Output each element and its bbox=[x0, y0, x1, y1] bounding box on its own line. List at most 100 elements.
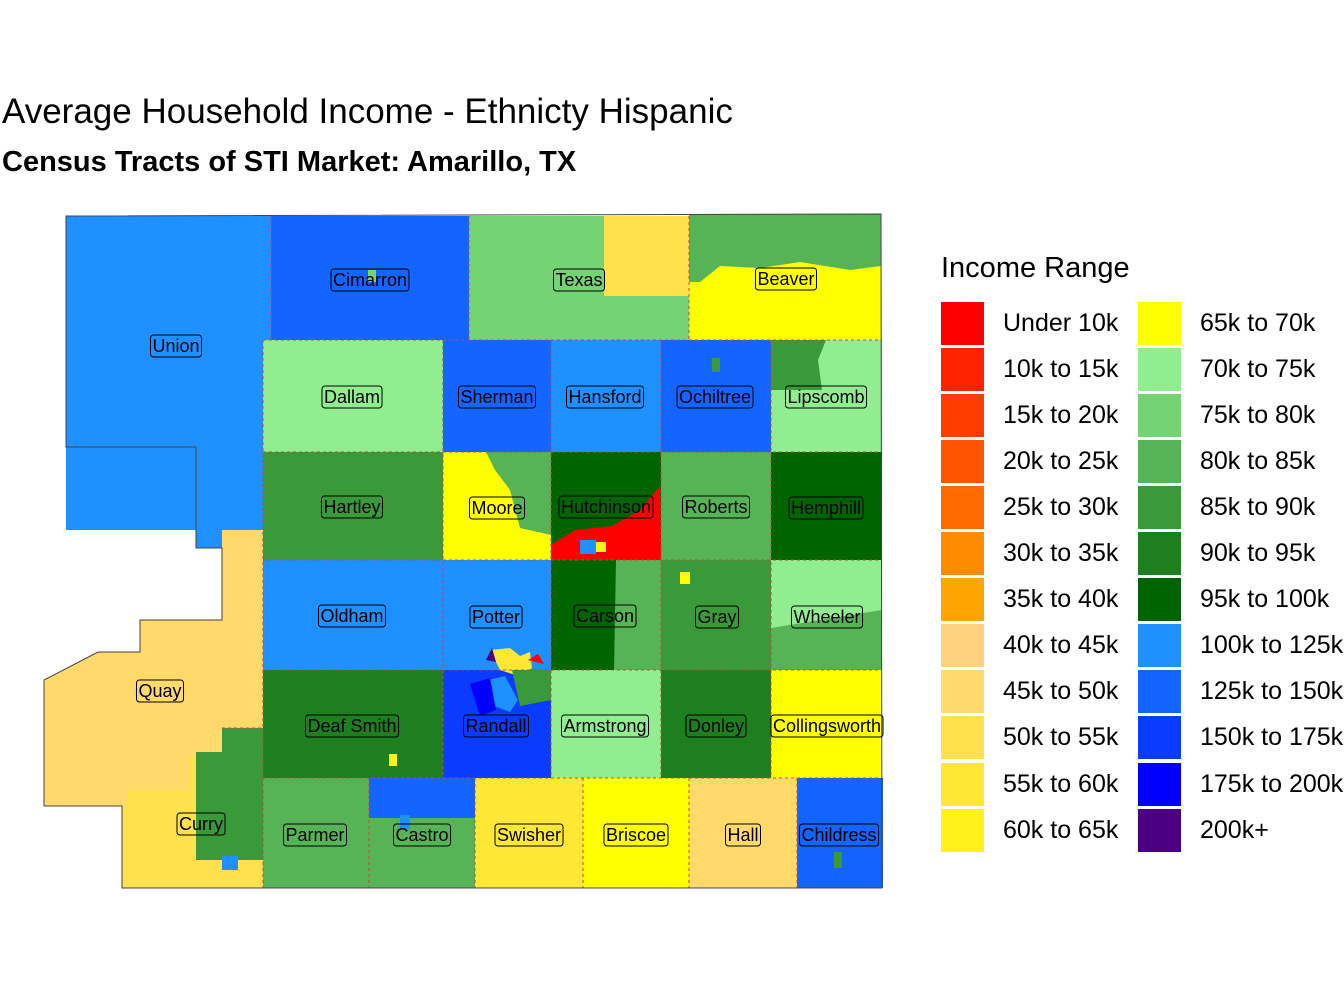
legend-item: 20k to 25k bbox=[941, 439, 1118, 483]
county-label-box bbox=[135, 679, 185, 703]
county-label-text: Lipscomb bbox=[787, 387, 864, 407]
legend-item: 50k to 55k bbox=[941, 716, 1118, 760]
county-parmer[interactable] bbox=[263, 778, 369, 888]
county-label-beaver: Beaver bbox=[754, 267, 818, 291]
county-label-box bbox=[685, 714, 747, 738]
legend-label: 80k to 85k bbox=[1200, 446, 1316, 475]
county-label-ochiltree: Ochiltree bbox=[676, 385, 754, 409]
county-hansford[interactable] bbox=[551, 340, 661, 452]
county-sherman[interactable] bbox=[443, 340, 551, 452]
county-label-hall: Hall bbox=[724, 823, 762, 847]
county-label-hansford: Hansford bbox=[565, 385, 645, 409]
legend-swatch bbox=[1138, 439, 1181, 483]
county-label-text: Ochiltree bbox=[679, 387, 751, 407]
legend-label: Under 10k bbox=[1003, 308, 1119, 337]
amarillo-west-tract bbox=[486, 648, 496, 662]
county-label-box bbox=[770, 714, 884, 738]
county-union-west-extension bbox=[66, 447, 196, 530]
county-label-quay: Quay bbox=[135, 679, 185, 703]
curry-tract bbox=[222, 856, 238, 870]
legend-item: 35k to 40k bbox=[941, 578, 1118, 622]
gray-tract bbox=[680, 572, 690, 584]
county-label-roberts: Roberts bbox=[681, 495, 751, 519]
county-label-box bbox=[317, 604, 387, 628]
legend-item: 60k to 65k bbox=[941, 808, 1118, 852]
county-label-curry: Curry bbox=[176, 812, 226, 836]
hutchinson-city-tract bbox=[580, 540, 596, 554]
county-donley[interactable] bbox=[661, 670, 771, 778]
cimarron-tract bbox=[368, 270, 376, 282]
legend-label: 25k to 30k bbox=[1003, 492, 1119, 521]
county-label-collingsworth: Collingsworth bbox=[770, 714, 884, 738]
county-label-box bbox=[784, 385, 868, 409]
legend-label: 75k to 80k bbox=[1200, 400, 1316, 429]
county-dallam[interactable] bbox=[263, 340, 443, 452]
legend-item: Under 10k bbox=[941, 301, 1118, 345]
county-collingsworth[interactable] bbox=[771, 670, 882, 778]
legend-swatch bbox=[941, 347, 984, 391]
county-union[interactable] bbox=[66, 216, 271, 548]
ochiltree-tract bbox=[712, 358, 720, 372]
legend-swatch bbox=[941, 301, 984, 345]
county-label-text: Quay bbox=[138, 681, 181, 701]
legend-item: 25k to 30k bbox=[941, 485, 1118, 529]
county-oldham[interactable] bbox=[263, 560, 443, 670]
county-hartley[interactable] bbox=[263, 452, 443, 560]
county-label-text: Collingsworth bbox=[773, 716, 881, 736]
legend-swatch bbox=[1138, 670, 1181, 714]
county-label-castro: Castro bbox=[392, 823, 452, 847]
legend-item: 40k to 45k bbox=[941, 624, 1118, 668]
county-label-text: Swisher bbox=[497, 825, 561, 845]
legend-label: 70k to 75k bbox=[1200, 354, 1316, 383]
deaf-smith-tract bbox=[389, 754, 397, 766]
texas-north-tract bbox=[604, 216, 689, 296]
legend-item: 200k+ bbox=[1138, 808, 1269, 852]
moore-east-tracts bbox=[486, 452, 551, 535]
county-label-text: Texas bbox=[555, 270, 602, 290]
county-label-box bbox=[558, 495, 654, 519]
randall-south-tracts bbox=[470, 678, 496, 716]
county-label-swisher: Swisher bbox=[494, 823, 564, 847]
legend-swatch bbox=[941, 532, 984, 575]
county-label-text: Potter bbox=[472, 607, 520, 627]
legend-item: 15k to 20k bbox=[941, 393, 1118, 437]
legend-label: 50k to 55k bbox=[1003, 723, 1119, 752]
county-hall[interactable] bbox=[689, 778, 797, 888]
county-label-box bbox=[573, 604, 637, 628]
legend-item: 95k to 100k bbox=[1138, 578, 1329, 622]
county-label-text: Beaver bbox=[757, 269, 814, 289]
county-label-text: Moore bbox=[471, 498, 522, 518]
county-childress[interactable] bbox=[797, 778, 883, 888]
legend-item: 80k to 85k bbox=[1138, 439, 1315, 483]
county-label-text: Sherman bbox=[460, 387, 533, 407]
county-label-box bbox=[304, 714, 400, 738]
county-deaf-smith[interactable] bbox=[263, 670, 443, 778]
county-label-box bbox=[457, 385, 537, 409]
county-label-carson: Carson bbox=[573, 604, 637, 628]
legend-label: 95k to 100k bbox=[1200, 585, 1330, 614]
legend-label: 45k to 50k bbox=[1003, 677, 1119, 706]
county-label-oldham: Oldham bbox=[317, 604, 387, 628]
county-label-box bbox=[321, 385, 383, 409]
county-briscoe[interactable] bbox=[583, 778, 689, 888]
county-label-box bbox=[149, 334, 203, 358]
legend-label: 100k to 125k bbox=[1200, 631, 1344, 660]
county-roberts[interactable] bbox=[661, 452, 771, 560]
county-label-text: Childress bbox=[801, 825, 876, 845]
legend-label: 35k to 40k bbox=[1003, 585, 1119, 614]
county-gray[interactable] bbox=[661, 560, 771, 670]
amarillo-ne-tract bbox=[528, 654, 544, 664]
county-label-text: Hartley bbox=[323, 497, 380, 517]
county-label-box bbox=[676, 385, 754, 409]
county-label-text: Wheeler bbox=[793, 607, 860, 627]
hutchinson-borger-tracts bbox=[551, 486, 661, 560]
county-label-dallam: Dallam bbox=[321, 385, 383, 409]
legend-item: 75k to 80k bbox=[1138, 393, 1315, 437]
county-armstrong[interactable] bbox=[551, 670, 661, 778]
county-swisher[interactable] bbox=[475, 778, 583, 888]
county-quay[interactable] bbox=[44, 530, 263, 806]
legend-swatch bbox=[1138, 532, 1181, 575]
legend-swatch bbox=[1138, 347, 1181, 391]
map-subtitle: Census Tracts of STI Market: Amarillo, T… bbox=[2, 146, 577, 178]
